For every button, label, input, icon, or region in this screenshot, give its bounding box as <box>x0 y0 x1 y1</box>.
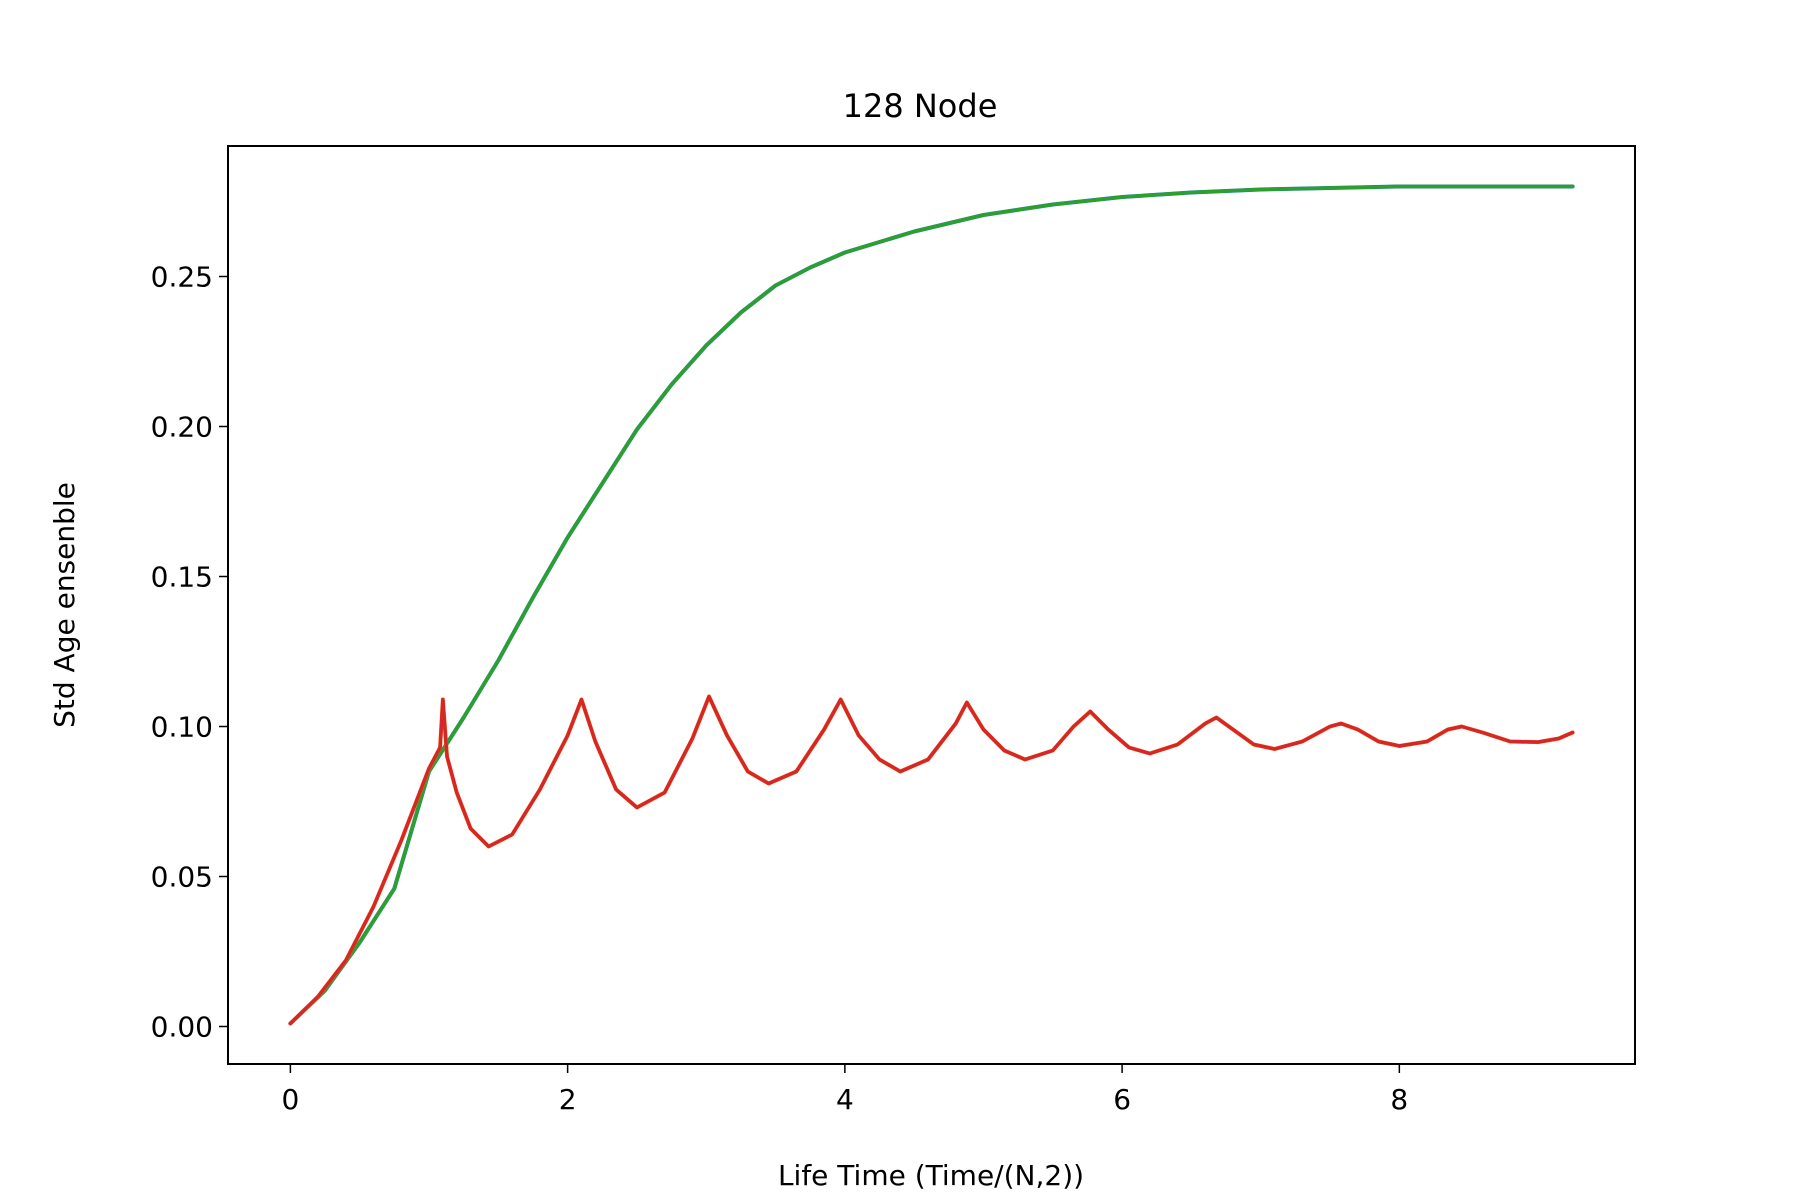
chart-title: 128 Node <box>843 87 998 125</box>
series-line-3 <box>288 694 1575 1026</box>
series-line-1 <box>288 184 1575 1026</box>
x-axis-ticks: 0 2 4 6 8 <box>281 1064 1408 1116</box>
x-tick-label: 0 <box>281 1083 299 1116</box>
y-axis-label: Std Age ensenble <box>48 482 81 728</box>
y-tick-label: 0.15 <box>151 561 213 594</box>
y-axis-ticks: 0.00 0.05 0.10 0.15 0.20 0.25 <box>151 261 228 1044</box>
y-tick-label: 0.00 <box>151 1011 213 1044</box>
series-line-4 <box>288 694 1575 1026</box>
x-tick-label: 8 <box>1390 1083 1408 1116</box>
x-tick-label: 4 <box>836 1083 854 1116</box>
plot-frame <box>227 145 1636 1065</box>
x-tick-label: 2 <box>559 1083 577 1116</box>
y-tick-label: 0.20 <box>151 411 213 444</box>
x-tick-label: 6 <box>1113 1083 1131 1116</box>
series-layer <box>288 184 1575 1026</box>
series-line-2 <box>288 184 1575 1026</box>
y-tick-label: 0.05 <box>151 861 213 894</box>
y-tick-label: 0.10 <box>151 711 213 744</box>
y-tick-label: 0.25 <box>151 261 213 294</box>
x-axis-label: Life Time (Time/(N,2)) <box>778 1159 1084 1192</box>
